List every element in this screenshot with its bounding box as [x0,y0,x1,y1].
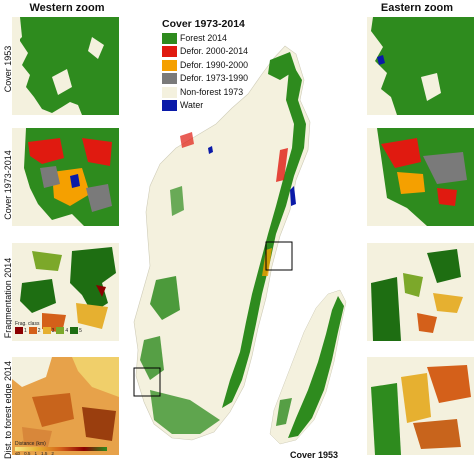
madagascar-island [133,45,311,441]
deforestation-streak-east [276,148,288,182]
eastern-forest-corridor [222,60,306,408]
legend-item: Water [162,100,292,112]
cover-1953-inset-forest [288,296,344,438]
western-cover-1953-map [12,17,119,115]
western-panel-cover-1973-2014 [12,128,119,226]
western-distance-map [12,357,119,455]
legend-item: Non-forest 1973 [162,86,292,98]
lake-alaotra [290,186,296,206]
legend-item: Defor. 2000-2014 [162,46,292,58]
eastern-zoom-box [265,241,293,271]
deforestation-patch-north [180,132,194,148]
frag-class-label: 5 [79,327,82,334]
eastern-panel-fragmentation-2014 [367,243,474,341]
madagascar-main-map [133,45,347,445]
frag-class-swatch [42,327,51,334]
eastern-cover-1973-2014-map [367,128,474,226]
legend-swatch [162,59,177,71]
distance-color-bar [15,447,107,451]
distance-tick-label: 2 [51,451,54,455]
legend-item: Defor. 1973-1990 [162,73,292,85]
legend-label: Defor. 1990-2000 [180,59,248,70]
eastern-panel-cover-1973-2014 [367,128,474,226]
western-panel-cover-1953 [12,17,119,115]
legend-swatch [162,73,177,84]
distance-ticks: ≤0 0.5 1 1.5 2 [15,451,107,455]
southwest-forest-patch [140,336,164,380]
western-panel-fragmentation-2014: Frag. class 1 2 3 4 5 [12,243,119,341]
eastern-fragmentation-map [367,243,474,341]
legend-swatch [162,32,177,44]
frag-class-label: 2 [37,327,41,334]
legend-items: Forest 2014 Defor. 2000-2014 Defor. 1990-2… [162,32,292,112]
legend-label: Water [180,100,204,110]
legend-swatch [162,100,177,111]
distance-tick-label: 1 [34,451,38,455]
distance-tick-label: ≤0 [15,451,21,455]
distance-legend: Distance (km) ≤0 0.5 1 1.5 2 [15,441,107,455]
distance-legend-title: Distance (km) [15,441,46,447]
inset-caption: Cover 1953 [290,450,339,460]
frag-class-label: 1 [24,327,27,334]
cover-legend: Cover 1973-2014 Forest 2014 Defor. 2000-2… [162,18,292,113]
frag-class-swatch [15,327,23,334]
western-zoom-title: Western zoom [29,2,105,14]
eastern-panel-distance-forest-edge [367,357,474,455]
frag-class-label: 3 [51,327,55,334]
cover-1953-inset-forest-southwest [276,398,292,426]
legend-swatch [162,86,177,98]
legend-label: Non-forest 1973 [180,86,244,97]
frag-class-legend-title: Frag. class [15,321,40,327]
deforestation-streak-central [262,248,272,276]
frag-class-swatch [28,327,37,334]
frag-class-swatch [70,327,79,334]
eastern-cover-1953-map [367,17,474,115]
eastern-distance-map [367,357,474,455]
legend-label: Forest 2014 [180,32,227,43]
water-body-north [208,146,213,154]
western-forest-patches [150,276,180,320]
eastern-panel-cover-1953 [367,17,474,115]
distance-tick-label: 0.5 [24,451,31,455]
western-zoom-box [133,367,161,397]
western-fragmentation-map [12,243,119,341]
legend-item: Forest 2014 [162,32,292,44]
distance-tick-label: 1.5 [41,451,48,455]
eastern-zoom-title: Eastern zoom [380,2,454,14]
legend-item: Defor. 1990-2000 [162,59,292,71]
northern-forest [268,52,296,80]
southern-forest-patch [150,390,220,434]
frag-class-swatches: 1 2 3 4 5 [15,327,84,334]
legend-swatch [162,46,177,57]
legend-label: Defor. 1973-1990 [180,73,248,83]
frag-class-legend: Frag. class 1 2 3 4 5 [15,321,84,334]
frag-class-swatch [56,327,65,334]
western-panel-distance-forest-edge: Distance (km) ≤0 0.5 1 1.5 2 [12,357,119,455]
legend-title: Cover 1973-2014 [162,18,245,30]
legend-label: Defor. 2000-2014 [180,46,248,56]
western-cover-1973-2014-map [12,128,119,226]
northwest-forest-patch [170,186,184,216]
frag-class-label: 4 [65,327,69,334]
